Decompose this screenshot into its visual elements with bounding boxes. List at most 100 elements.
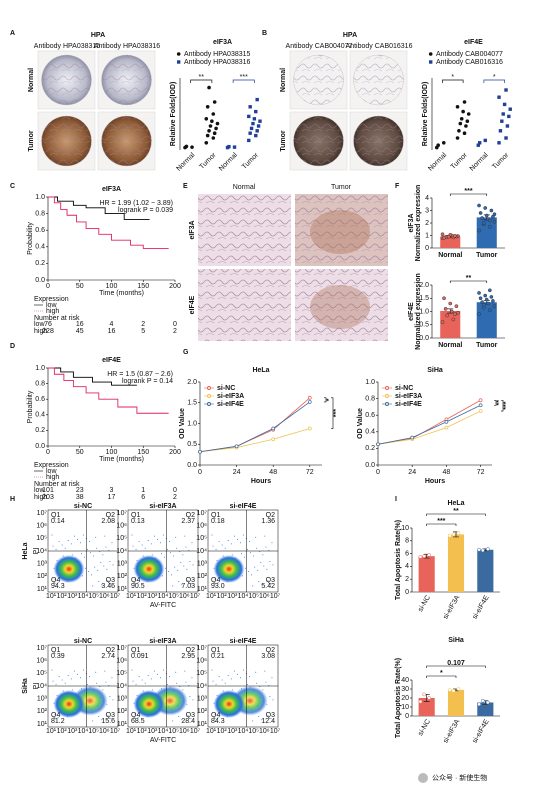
event-dot	[173, 555, 175, 557]
event-dot	[138, 541, 140, 543]
stat-text: logrank P = 0.039	[118, 207, 173, 214]
data-point	[376, 442, 380, 447]
event-dot	[61, 544, 63, 546]
risk-count: 3	[110, 487, 114, 494]
quadrant-value: 0.21	[211, 653, 225, 660]
panel-letter: C	[10, 183, 15, 190]
quadrant-name: Q4	[131, 577, 140, 584]
flow-cloud	[133, 555, 165, 583]
y-tick-label: 6	[405, 550, 409, 557]
event-dot	[67, 540, 69, 542]
y-tick-label: 10³	[37, 696, 48, 703]
event-dot	[80, 553, 82, 555]
y-tick-label: 0.0	[365, 462, 375, 469]
axis-label: Normalized expression	[415, 185, 422, 262]
legend-marker	[428, 52, 433, 56]
antibody-label: Antibody HPA038315	[34, 43, 101, 50]
data-point	[248, 105, 252, 109]
risk-title: Number at risk	[34, 315, 80, 322]
y-tick-label: 3	[425, 207, 429, 214]
event-dot	[255, 671, 257, 673]
event-dot	[188, 684, 190, 686]
event-dot	[236, 673, 238, 675]
event-dot	[192, 699, 194, 701]
data-point	[478, 409, 483, 413]
data-point	[198, 449, 202, 454]
data-point	[485, 700, 490, 705]
ihc-texture	[41, 55, 92, 105]
event-dot	[262, 689, 264, 691]
significance-bracket	[232, 79, 255, 83]
event-dot	[84, 556, 86, 558]
event-dot	[95, 536, 97, 538]
flow-cloud	[213, 690, 245, 718]
significance-bracket	[449, 193, 488, 196]
y-tick-label: 10	[401, 704, 409, 711]
event-dot	[218, 676, 220, 678]
x-tick-label: 50	[76, 449, 84, 456]
event-dot	[164, 556, 166, 558]
stain	[310, 210, 370, 254]
data-point	[247, 138, 251, 143]
x-tick-label: 10⁷	[190, 593, 201, 600]
data-point	[507, 114, 511, 119]
event-dot	[137, 582, 139, 584]
risk-row-label: low	[34, 487, 45, 494]
event-dot	[147, 540, 149, 542]
data-point	[453, 234, 457, 238]
y-tick-label: 0	[405, 589, 409, 596]
axis-label: PI	[33, 548, 40, 555]
data-point	[492, 304, 497, 309]
data-point	[441, 141, 446, 145]
axis-label: Hours	[425, 478, 445, 485]
x-tick-label: 200	[169, 283, 181, 290]
x-tick-label: 10¹	[46, 728, 57, 735]
event-dot	[261, 719, 263, 721]
event-dot	[211, 669, 213, 671]
event-dot	[61, 679, 63, 681]
axis-label: AV-FITC	[150, 602, 176, 609]
y-tick-label: 10⁴	[116, 548, 127, 555]
survival-curve	[48, 196, 150, 220]
event-dot	[111, 677, 113, 679]
y-tick-label: 1.0	[35, 194, 45, 201]
risk-count: 101	[42, 487, 54, 494]
event-dot	[95, 671, 97, 673]
y-tick-label: 10⁶	[196, 523, 207, 530]
bar	[476, 302, 497, 338]
y-tick-label: 40	[401, 677, 409, 684]
legend-marker	[177, 60, 181, 64]
event-dot	[212, 680, 214, 682]
y-tick-label: 10⁶	[36, 658, 47, 665]
data-point	[449, 309, 454, 314]
event-dot	[268, 684, 270, 686]
x-tick-label: 10⁴	[158, 728, 169, 735]
data-point	[212, 131, 217, 135]
legend-label: Antibody HPA038316	[184, 59, 251, 66]
event-dot	[265, 546, 267, 548]
x-tick-label: 10³	[147, 593, 158, 600]
event-dot	[144, 682, 146, 684]
y-tick-label: 0.2	[35, 260, 45, 267]
quadrant-name: Q1	[211, 647, 220, 654]
significance-bracket	[426, 513, 486, 516]
event-dot	[88, 571, 90, 573]
chart-title: eIF3A	[102, 186, 121, 193]
quadrant-name: Q1	[51, 512, 60, 519]
stat-text: logrank P = 0.14	[122, 378, 173, 385]
event-dot	[189, 696, 191, 698]
significance-label: ***	[464, 188, 472, 195]
axis-label: eIF3A	[408, 213, 415, 232]
data-point	[455, 105, 460, 109]
event-dot	[172, 720, 174, 722]
data-point	[481, 303, 486, 307]
quadrant-value: 2.08	[101, 518, 115, 525]
y-tick-label: 10⁴	[116, 683, 127, 690]
significance-label: **	[453, 508, 459, 515]
significance-label: **	[496, 400, 503, 406]
legend-label: si-eIF3A	[217, 393, 244, 400]
y-tick-label: 0.6	[35, 396, 45, 403]
significance-label: *	[493, 74, 496, 81]
x-tick-label: Normal	[438, 342, 462, 349]
